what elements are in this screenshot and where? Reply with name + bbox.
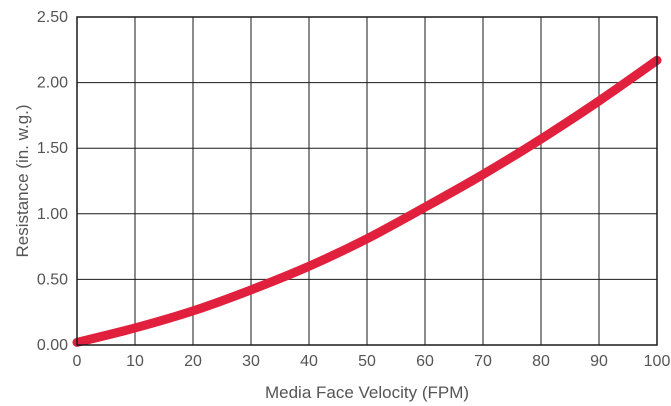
y-tick-label: 0.00 bbox=[37, 337, 68, 354]
x-axis-ticks: 0 10 20 30 40 50 60 70 80 90 100 bbox=[73, 353, 671, 370]
y-tick-label: 1.00 bbox=[37, 206, 68, 223]
x-tick-label: 40 bbox=[300, 353, 318, 370]
y-axis-ticks: 0.00 0.50 1.00 1.50 2.00 2.50 bbox=[37, 9, 68, 354]
grid bbox=[76, 16, 658, 346]
x-tick-label: 0 bbox=[73, 353, 82, 370]
x-tick-label: 10 bbox=[126, 353, 144, 370]
y-tick-label: 2.50 bbox=[37, 9, 68, 26]
y-tick-label: 1.50 bbox=[37, 140, 68, 157]
x-tick-label: 30 bbox=[242, 353, 260, 370]
x-tick-label: 80 bbox=[532, 353, 550, 370]
resistance-curve bbox=[72, 55, 662, 347]
y-axis-title: Resistance (in. w.g.) bbox=[13, 104, 32, 257]
y-tick-label: 0.50 bbox=[37, 271, 68, 288]
x-tick-label: 90 bbox=[590, 353, 608, 370]
x-axis-title: Media Face Velocity (FPM) bbox=[265, 383, 469, 402]
plot-frame bbox=[76, 16, 658, 346]
x-tick-label: 100 bbox=[644, 353, 671, 370]
series-layer bbox=[72, 55, 662, 347]
x-tick-label: 60 bbox=[416, 353, 434, 370]
x-tick-label: 70 bbox=[474, 353, 492, 370]
y-tick-label: 2.00 bbox=[37, 75, 68, 92]
x-tick-label: 50 bbox=[358, 353, 376, 370]
x-tick-label: 20 bbox=[184, 353, 202, 370]
